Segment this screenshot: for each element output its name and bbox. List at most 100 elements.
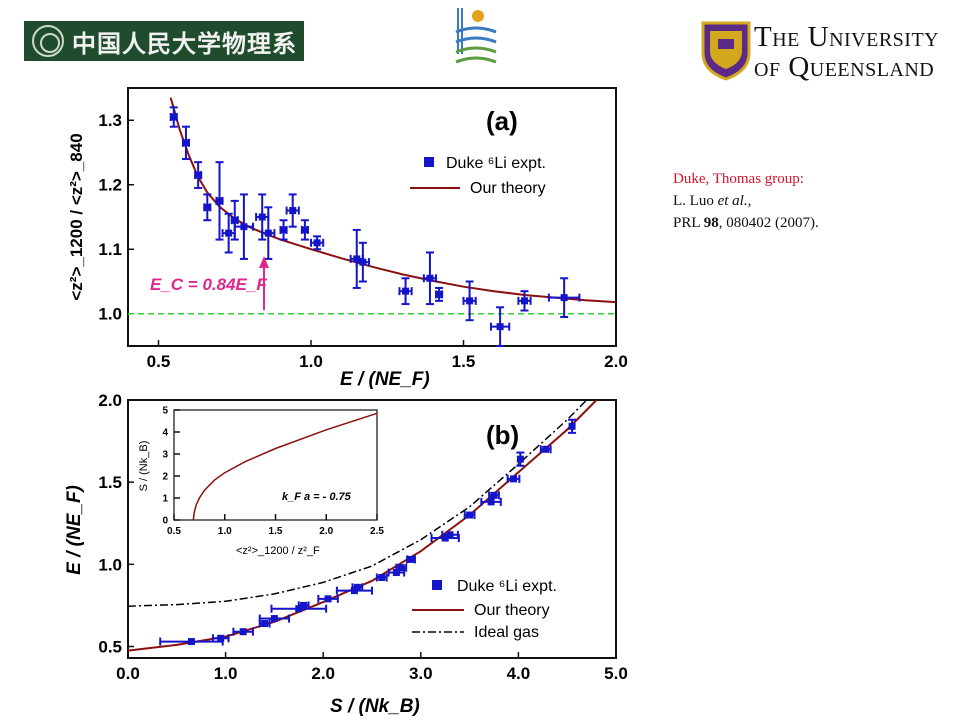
- theory-curve-a: [169, 97, 617, 304]
- panel-a-xtick-label: 1.5: [452, 352, 476, 371]
- uq-logo: The University of Queensland: [694, 19, 940, 83]
- panel-a-data-point: [489, 306, 511, 347]
- legend-b-marker: [432, 580, 442, 590]
- inset-xtick-label: 1.5: [269, 526, 283, 537]
- panel-a-annotation: E_C = 0.84E_F: [150, 256, 269, 310]
- panel-a-data-point: [517, 290, 532, 312]
- panel-a-xlabel: E / (NE_F): [340, 369, 430, 390]
- legend-a-theory-label: Our theory: [470, 180, 546, 197]
- ruc-logo-text: 中国人民大学物理系: [72, 29, 297, 58]
- panel-b-frame: [127, 399, 617, 659]
- inset-ticks: 0.5 1.0 1.5 2.0 2.5 0 1 2 3 4 5: [162, 406, 384, 538]
- panel-a-data-point: [194, 161, 203, 189]
- panel-b-xtick-label: 5.0: [604, 664, 628, 683]
- legend-b-ideal-label: Ideal gas: [474, 624, 539, 641]
- panel-b-data-point: [430, 534, 460, 543]
- panel-b-data-point: [375, 573, 388, 582]
- panel-a-data-point: [233, 193, 255, 260]
- panel-a-xtick-label: 1.0: [299, 352, 323, 371]
- panel-a-data-point: [215, 161, 224, 241]
- inset-ytick-label: 1: [162, 494, 168, 505]
- panel-b-data-point: [568, 418, 577, 434]
- panel-b-data-point: [488, 491, 500, 500]
- panel-b-ticks: 0.0 1.0 2.0 3.0 4.0 5.0 0.5 1.0 1.5 2.0: [98, 391, 627, 683]
- citation-journal: PRL 98, 080402 (2007).: [673, 212, 819, 234]
- uq-name-line1: The University: [754, 21, 940, 53]
- panel-a-label: (a): [486, 106, 518, 136]
- panel-b-xlabel: S / (Nk_B): [330, 696, 420, 717]
- inset-ytick-label: 2: [162, 472, 168, 483]
- panel-b-ytick-label: 1.0: [98, 555, 122, 574]
- panel-b-data-point: [516, 451, 525, 467]
- panel-a-ticks: 0.5 1.0 1.5 2.0 1.0 1.1 1.2 1.3: [98, 111, 627, 371]
- panel-b-data-point: [258, 619, 271, 628]
- panel-b-ytick-label: 1.5: [98, 473, 122, 492]
- panel-b-data-point: [270, 604, 328, 613]
- citation-authors: L. Luo et al.,: [673, 190, 819, 212]
- inset-xtick-label: 1.0: [218, 526, 232, 537]
- panel-b-inset: 0.5 1.0 1.5 2.0 2.5 0 1 2 3 4 5 k_F a = - 0.75 <z²…: [138, 406, 384, 558]
- inset-ytick-label: 4: [162, 428, 168, 439]
- panel-a-ytick-label: 1.1: [98, 240, 122, 259]
- institute-logo-icon: [455, 8, 497, 64]
- citation-author-name: L. Luo: [673, 193, 718, 209]
- uq-name-line2: of Queensland: [754, 51, 935, 83]
- panel-b-data-point: [211, 634, 230, 643]
- panel-b-data-point: [480, 497, 502, 506]
- panel-b-data-point: [351, 583, 364, 592]
- panel-a-ylabel: <z²>_1200 / <z²>_840: [67, 133, 86, 300]
- panel-b-data-point: [406, 555, 416, 564]
- panel-a-data-point: [285, 193, 300, 228]
- panel-a-frame: [127, 87, 617, 347]
- annotation-ec-label: E_C = 0.84E_F: [150, 275, 267, 294]
- panel-a-ytick-label: 1.3: [98, 111, 122, 130]
- panel-b-data-point: [317, 594, 339, 603]
- panel-b-xtick-label: 2.0: [311, 664, 335, 683]
- ideal-gas-curve: [127, 399, 588, 607]
- panel-a-ytick-label: 1.0: [98, 305, 122, 324]
- annotation-arrowhead: [259, 256, 269, 268]
- panel-b-data-point: [441, 530, 459, 539]
- panel-b: 0.0 1.0 2.0 3.0 4.0 5.0 0.5 1.0 1.5 2.0 (b) Duke …: [64, 391, 628, 717]
- panel-a-data-point: [181, 125, 190, 160]
- panel-b-data-point: [506, 474, 521, 483]
- theory-curve-b: [127, 399, 598, 652]
- panel-a-ytick-label: 1.2: [98, 176, 122, 195]
- ruc-physics-logo: 中国人民大学物理系: [24, 21, 304, 61]
- panel-a-xtick-label: 2.0: [604, 352, 628, 371]
- panel-b-data-point: [335, 586, 373, 595]
- panel-a-data-point: [203, 193, 212, 222]
- citation-group: Duke, Thomas group:: [673, 171, 804, 187]
- inset-entropy-curve: [192, 412, 378, 521]
- inset-ytick-label: 3: [162, 450, 168, 461]
- panel-b-xtick-label: 1.0: [214, 664, 238, 683]
- inset-xlabel: <z²>_1200 / z²_F: [236, 545, 320, 557]
- citation-comma: ,: [747, 193, 752, 209]
- inset-frame: [173, 409, 378, 521]
- panel-a-data-point: [221, 212, 236, 254]
- panel-b-xtick-label: 4.0: [507, 664, 531, 683]
- panel-a-data-point: [422, 251, 438, 306]
- panel-a-theory-curve: [169, 97, 617, 304]
- panel-b-data-point: [159, 637, 224, 646]
- panel-b-data-point: [395, 563, 408, 572]
- ruc-emblem-icon: [32, 25, 64, 57]
- panel-b-xtick-label: 0.0: [116, 664, 140, 683]
- panel-b-legend: Duke ⁶Li expt. Our theory Ideal gas: [412, 578, 557, 641]
- panel-b-xtick-label: 3.0: [409, 664, 433, 683]
- panel-a-data-point: [435, 286, 444, 302]
- panel-b-curves: [127, 399, 598, 652]
- panel-a-data-points: [169, 106, 581, 347]
- panel-a-data-point: [310, 235, 325, 251]
- inset-ytick-label: 5: [162, 406, 168, 417]
- legend-b-data-label: Duke ⁶Li expt.: [457, 578, 557, 595]
- panel-a-data-point: [547, 277, 581, 318]
- panel-b-data-point: [297, 601, 310, 610]
- panel-a-data-point: [398, 277, 413, 306]
- citation-block: Duke, Thomas group: L. Luo et al., PRL 9…: [673, 168, 819, 234]
- panel-b-label: (b): [486, 420, 519, 450]
- inset-ytick-label: 0: [162, 516, 168, 527]
- panel-b-ytick-label: 0.5: [98, 637, 122, 656]
- legend-a-data-label: Duke ⁶Li expt.: [446, 155, 546, 172]
